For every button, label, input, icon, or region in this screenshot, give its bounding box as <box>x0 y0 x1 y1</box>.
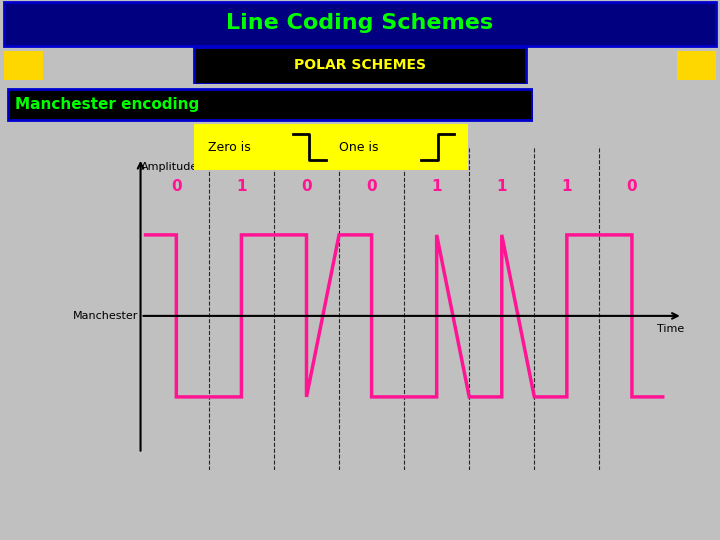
Text: One is: One is <box>339 140 379 154</box>
Text: 0: 0 <box>366 179 377 194</box>
Text: 0: 0 <box>626 179 637 194</box>
Text: Amplitude: Amplitude <box>141 162 199 172</box>
Text: Manchester encoding: Manchester encoding <box>15 97 199 112</box>
Text: 1: 1 <box>236 179 247 194</box>
Text: 1: 1 <box>562 179 572 194</box>
Text: Time: Time <box>657 324 684 334</box>
Text: 0: 0 <box>171 179 181 194</box>
FancyBboxPatch shape <box>4 2 716 46</box>
FancyBboxPatch shape <box>173 120 490 174</box>
FancyBboxPatch shape <box>4 51 43 80</box>
Text: 0: 0 <box>301 179 312 194</box>
FancyBboxPatch shape <box>194 47 526 84</box>
Text: Line Coding Schemes: Line Coding Schemes <box>226 14 494 33</box>
FancyBboxPatch shape <box>8 89 532 120</box>
Text: 1: 1 <box>431 179 442 194</box>
Text: Manchester: Manchester <box>73 311 138 321</box>
Text: POLAR SCHEMES: POLAR SCHEMES <box>294 58 426 72</box>
Text: Zero is: Zero is <box>208 140 251 154</box>
Text: 1: 1 <box>497 179 507 194</box>
FancyBboxPatch shape <box>677 51 716 80</box>
